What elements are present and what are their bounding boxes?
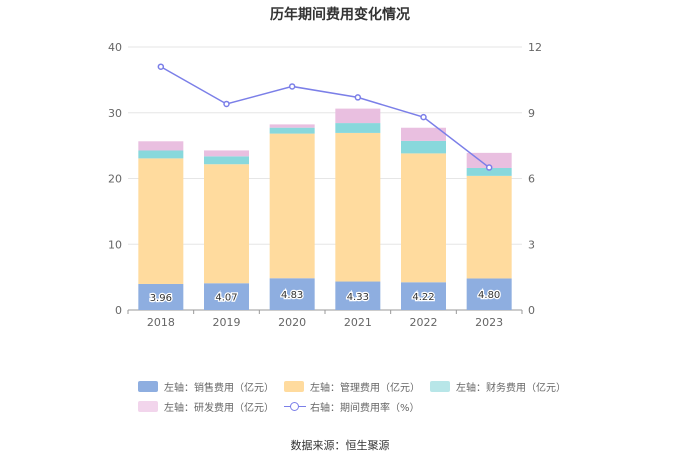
rate-point — [288, 83, 296, 90]
bar-segment — [335, 123, 381, 133]
legend-swatch-rd — [138, 400, 158, 412]
y-right-tick-label: 3 — [528, 238, 535, 251]
bar-segment — [138, 141, 184, 151]
bar-segment — [204, 283, 249, 310]
y-left-tick-label: 40 — [108, 41, 122, 54]
bar-segment — [204, 150, 249, 157]
y-left-tick-label: 0 — [115, 304, 122, 317]
legend-item-rd[interactable]: 左轴：研发费用（亿元） — [138, 399, 274, 414]
rate-point — [354, 94, 362, 101]
bar-segment — [401, 140, 446, 154]
bar-segment — [138, 150, 184, 159]
y-left-tick-label: 30 — [108, 107, 122, 120]
bar-segment — [335, 281, 381, 310]
legend-line-icon — [284, 401, 306, 412]
chart-legend: 左轴：销售费用（亿元） 左轴：管理费用（亿元） 左轴：财务费用（亿元） 左轴：研… — [138, 376, 566, 416]
y-left-tick-label: 10 — [108, 238, 122, 251]
bar-segment — [138, 283, 184, 310]
bar-segment — [401, 153, 446, 283]
bar-data-label: 4.07 — [215, 293, 237, 304]
rate-point — [485, 164, 493, 171]
legend-swatch-admin — [284, 380, 304, 392]
legend-label-finance: 左轴：财务费用（亿元） — [456, 382, 566, 394]
legend-label-rd: 左轴：研发费用（亿元） — [164, 402, 274, 414]
bar-segment — [269, 127, 315, 134]
x-tick-label: 2018 — [147, 316, 175, 329]
y-right-tick-label: 0 — [528, 304, 535, 317]
legend-item-admin[interactable]: 左轴：管理费用（亿元） — [284, 379, 420, 394]
bar-segment — [335, 132, 381, 282]
x-tick-label: 2019 — [213, 316, 241, 329]
legend-item-sales[interactable]: 左轴：销售费用（亿元） — [138, 379, 274, 394]
data-source: 数据来源：恒生聚源 — [290, 439, 390, 452]
legend-label-rate: 右轴：期间费用率（%） — [310, 402, 420, 414]
legend-label-admin: 左轴：管理费用（亿元） — [310, 382, 420, 394]
x-tick-label: 2022 — [410, 316, 438, 329]
rate-point — [420, 113, 427, 121]
chart-title: 历年期间费用变化情况 — [270, 7, 410, 23]
legend-item-finance[interactable]: 左轴：财务费用（亿元） — [430, 379, 566, 394]
rate-line — [160, 66, 490, 169]
x-tick-label: 2021 — [344, 316, 372, 329]
legend-label-sales: 左轴：销售费用（亿元） — [164, 382, 274, 394]
legend-swatch-sales — [138, 380, 158, 392]
bar-segment — [138, 158, 184, 284]
y-right-tick-label: 6 — [528, 173, 535, 186]
legend-item-rate[interactable]: 右轴：期间费用率（%） — [284, 399, 420, 414]
bar-segment — [335, 108, 381, 124]
bar-data-label: 4.83 — [281, 290, 303, 301]
bar-segment — [401, 127, 446, 141]
bar-segment — [204, 164, 249, 284]
bar-data-label: 3.96 — [150, 293, 172, 304]
bar-segment — [466, 167, 512, 176]
bar-segment — [401, 282, 446, 310]
y-right-tick-label: 9 — [528, 107, 535, 120]
bar-segment — [466, 152, 512, 168]
bar-segment — [466, 278, 512, 310]
x-tick-label: 2020 — [278, 316, 306, 329]
bar-segment — [269, 133, 315, 279]
bar-data-label: 4.80 — [478, 290, 500, 301]
bar-segment — [269, 278, 315, 310]
bar-data-label: 4.22 — [412, 292, 434, 303]
legend-swatch-finance — [430, 380, 450, 392]
rate-point — [223, 100, 230, 108]
bar-segment — [269, 124, 315, 128]
y-right-tick-label: 12 — [528, 41, 542, 54]
bar-segment — [466, 175, 512, 279]
bar-segment — [204, 156, 249, 165]
x-tick-label: 2023 — [475, 316, 503, 329]
bar-data-label: 4.33 — [347, 292, 369, 303]
y-left-tick-label: 20 — [108, 173, 122, 186]
chart-plot: 0 10 20 30 40 0 3 6 9 12 3.96 2018 4.07 2019 4.83 2020 4… — [108, 41, 542, 329]
rate-point — [157, 63, 165, 70]
